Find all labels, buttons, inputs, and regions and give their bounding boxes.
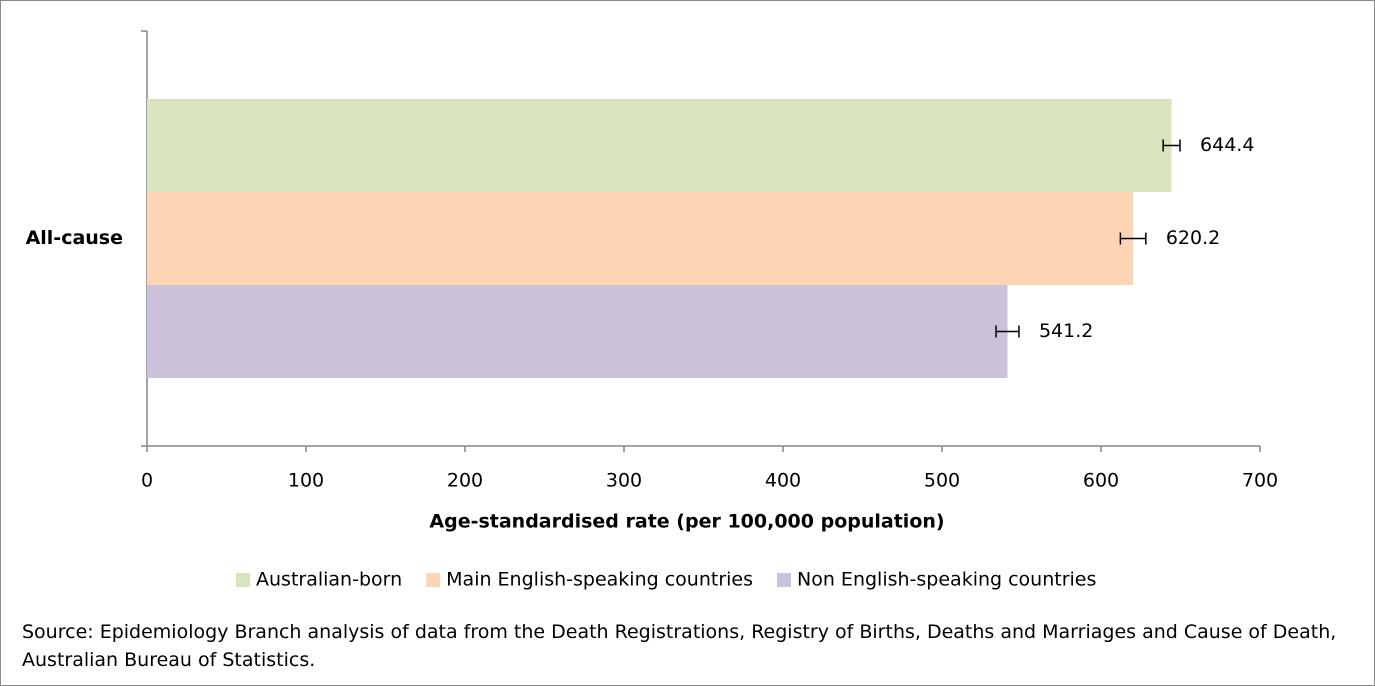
x-axis-label: Age-standardised rate (per 100,000 popul… [429,511,944,533]
x-tick-label: 400 [765,470,801,492]
x-tick-label: 100 [288,470,324,492]
legend-swatch [426,573,441,587]
legend-label: Australian-born [256,569,402,591]
x-tick-label: 700 [1242,470,1278,492]
data-label: 541.2 [1039,320,1093,342]
data-label: 644.4 [1200,134,1254,156]
bar [147,99,1172,192]
source-note: Source: Epidemiology Branch analysis of … [22,621,1337,671]
x-tick-label: 500 [924,470,960,492]
x-tick-label: 300 [606,470,642,492]
legend-label: Main English-speaking countries [446,569,753,591]
y-tick-label: All-cause [26,227,123,249]
legend-swatch [236,573,250,587]
legend-label: Non English-speaking countries [797,569,1096,591]
bar [147,192,1134,285]
data-label: 620.2 [1166,227,1220,249]
error-bar [1162,139,1181,152]
x-tick-label: 0 [141,470,153,492]
legend-swatch [777,573,792,587]
error-bar [995,325,1020,338]
x-tick-label: 600 [1083,470,1119,492]
error-bar [1119,232,1147,245]
x-tick-label: 200 [447,470,483,492]
bar [147,285,1008,378]
